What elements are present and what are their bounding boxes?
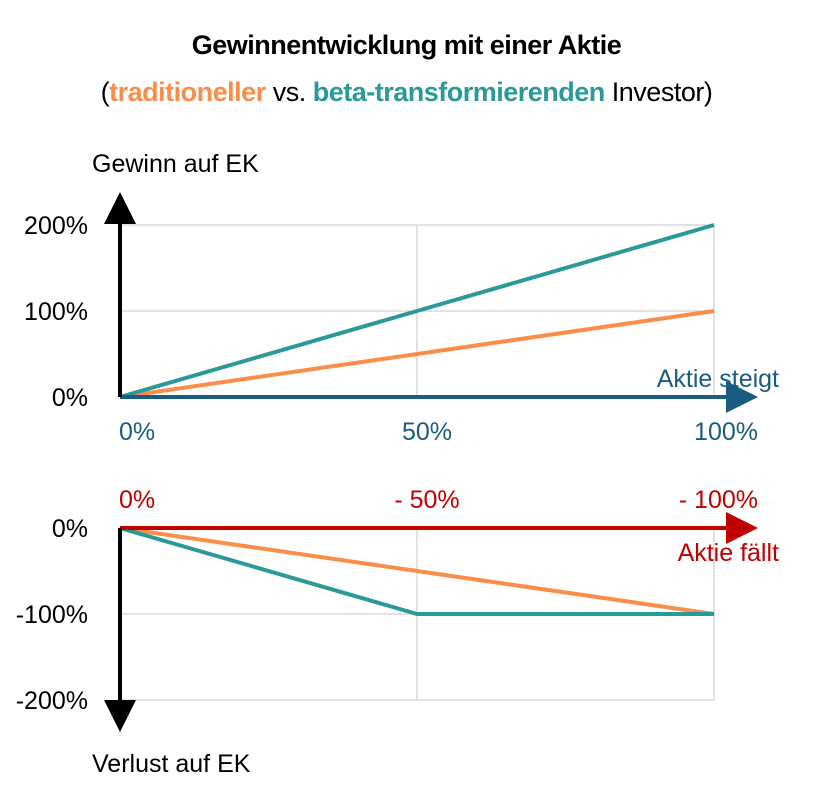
series-line-beta bbox=[119, 526, 714, 616]
y-tick-label: 200% bbox=[24, 212, 88, 240]
x-tick-label: 50% bbox=[402, 418, 452, 446]
y-tick-label: 0% bbox=[52, 515, 88, 543]
y-tick-label: 0% bbox=[52, 384, 88, 412]
x-axis-label: Aktie steigt bbox=[657, 365, 779, 393]
legend-traditional: traditioneller bbox=[109, 77, 266, 107]
series-line-beta bbox=[119, 223, 715, 399]
x-tick-label: 0% bbox=[119, 486, 155, 514]
legend-beta: beta-transformierenden bbox=[312, 77, 606, 107]
y-axis-label-gain: Gewinn auf EK bbox=[92, 150, 259, 178]
chart-title: Gewinnentwicklung mit einer Aktie bbox=[191, 30, 622, 60]
series-line-traditional bbox=[119, 526, 715, 616]
subtitle-vs: vs. bbox=[265, 77, 313, 107]
x-tick-label: 0% bbox=[119, 418, 155, 446]
y-axis-label-loss: Verlust auf EK bbox=[92, 750, 251, 778]
y-tick-label: 100% bbox=[24, 298, 88, 326]
x-tick-label: - 100% bbox=[679, 486, 758, 514]
chart-subtitle: (traditioneller vs. beta-transformierend… bbox=[0, 77, 813, 108]
subtitle-open: ( bbox=[100, 77, 110, 107]
x-axis-label: Aktie fällt bbox=[678, 539, 779, 567]
subtitle-rest: Investor) bbox=[604, 77, 713, 107]
y-tick-label: -200% bbox=[16, 687, 88, 715]
series-line-traditional bbox=[119, 309, 715, 399]
y-tick-label: -100% bbox=[16, 601, 88, 629]
x-tick-label: 100% bbox=[694, 418, 758, 446]
x-tick-label: - 50% bbox=[394, 486, 459, 514]
